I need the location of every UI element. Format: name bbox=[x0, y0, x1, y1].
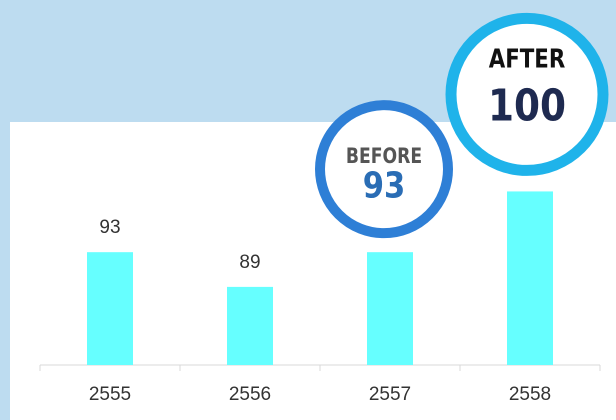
badge-ring bbox=[445, 12, 609, 176]
bar bbox=[227, 286, 273, 365]
badge-value: 100 bbox=[488, 79, 566, 131]
badge-ring bbox=[315, 100, 453, 239]
data-label: 93 bbox=[99, 217, 120, 238]
bar bbox=[507, 191, 553, 365]
x-tick-label: 2556 bbox=[229, 384, 271, 405]
data-label: 89 bbox=[239, 252, 260, 273]
x-tick-label: 2558 bbox=[509, 384, 551, 405]
bar bbox=[367, 252, 413, 365]
badge-value: 93 bbox=[363, 164, 406, 206]
badge-label: AFTER bbox=[489, 43, 566, 74]
x-tick-label: 2557 bbox=[369, 384, 411, 405]
bar bbox=[87, 252, 133, 365]
badge-label: BEFORE bbox=[346, 144, 422, 169]
x-tick-label: 2555 bbox=[89, 384, 131, 405]
